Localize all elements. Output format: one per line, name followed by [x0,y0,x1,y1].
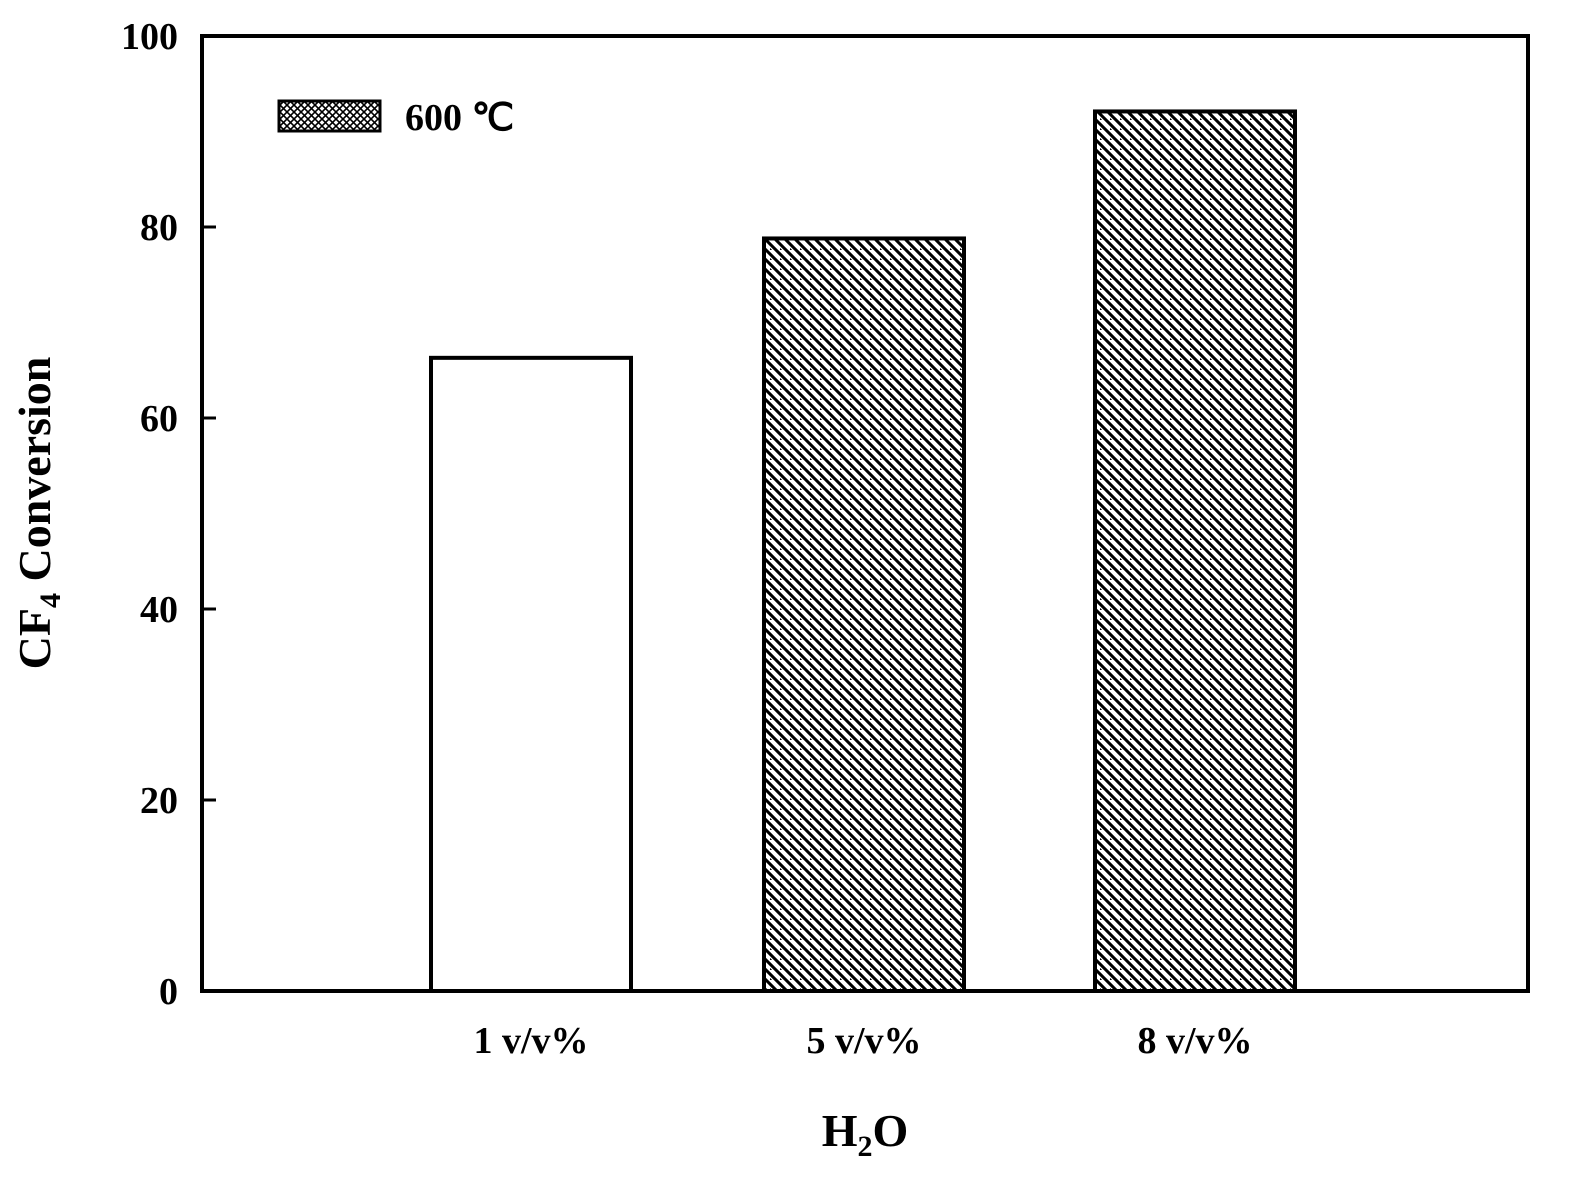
y-tick-label: 100 [121,16,178,58]
y-tick-label: 20 [140,780,178,822]
y-tick-label: 0 [159,971,178,1013]
bars [431,111,1295,991]
x-category-label: 8 v/v% [1137,1020,1252,1062]
legend-label: 600 ℃ [405,97,514,139]
bar [431,358,631,991]
bar [764,238,964,991]
y-tick-label: 60 [140,398,178,440]
bar [1095,111,1295,991]
y-tick-label: 80 [140,207,178,249]
y-axis-title: CF4 Conversion [9,357,67,670]
legend: 600 ℃ [279,97,514,139]
x-category-label: 5 v/v% [806,1020,921,1062]
legend-swatch [279,101,380,131]
x-axis-title: H2O [822,1105,909,1163]
y-tick-label: 40 [140,589,178,631]
x-category-label: 1 v/v% [473,1020,588,1062]
x-axis-category-labels: 1 v/v% 5 v/v% 8 v/v% [473,1020,1252,1062]
